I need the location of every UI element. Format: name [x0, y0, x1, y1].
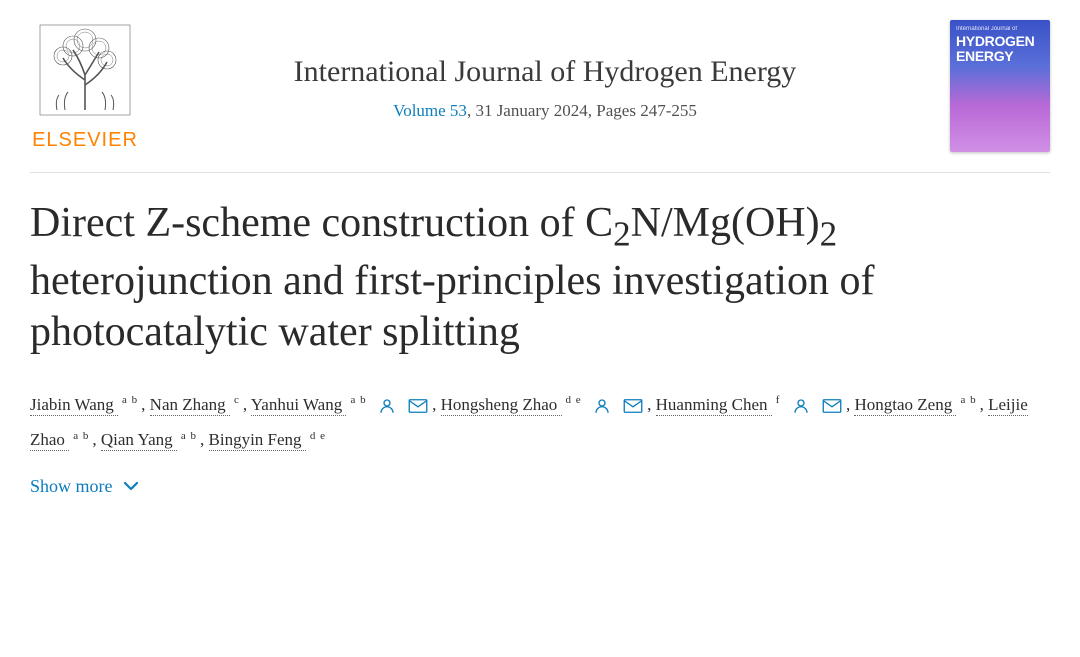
author-name[interactable]: Yanhui Wang	[251, 395, 347, 416]
author-name[interactable]: Hongtao Zeng	[854, 395, 956, 416]
chevron-down-icon	[123, 478, 139, 494]
mail-icon[interactable]	[408, 398, 428, 414]
author-name[interactable]: Huanming Chen	[656, 395, 772, 416]
title-sub-1: 2	[613, 214, 631, 253]
mail-icon[interactable]	[623, 398, 643, 414]
author-separator: ,	[200, 430, 209, 449]
cover-title-1: HYDROGEN	[956, 34, 1044, 49]
title-sub-2: 2	[820, 214, 838, 253]
author-list: Jiabin Wang a b, Nan Zhang c, Yanhui Wan…	[30, 387, 1050, 458]
cover-subtitle: International Journal of	[956, 26, 1044, 32]
title-part-1: Direct Z-scheme construction of C	[30, 200, 613, 246]
author-separator: ,	[92, 430, 101, 449]
author-separator: ,	[980, 395, 989, 414]
author-name[interactable]: Jiabin Wang	[30, 395, 118, 416]
author-affiliation: a b	[73, 430, 89, 442]
cover-title-2: ENERGY	[956, 49, 1044, 64]
title-part-3: heterojunction and first-principles inve…	[30, 258, 874, 355]
journal-cover[interactable]: International Journal of HYDROGEN ENERGY	[950, 20, 1050, 152]
author-separator: ,	[432, 395, 441, 414]
person-icon[interactable]	[378, 397, 396, 415]
person-icon[interactable]	[792, 397, 810, 415]
article-title: Direct Z-scheme construction of C2N/Mg(O…	[30, 198, 1050, 359]
author-name[interactable]: Nan Zhang	[150, 395, 230, 416]
article-header: ELSEVIER International Journal of Hydrog…	[30, 20, 1050, 173]
mail-icon[interactable]	[822, 398, 842, 414]
author-name[interactable]: Bingyin Feng	[209, 430, 306, 451]
author-affiliation: a b	[181, 430, 197, 442]
author-separator: ,	[647, 395, 656, 414]
author-affiliation: a b	[350, 394, 366, 406]
journal-info: International Journal of Hydrogen Energy…	[170, 20, 920, 121]
volume-link[interactable]: Volume 53	[393, 101, 467, 120]
title-part-2: N/Mg(OH)	[631, 200, 820, 246]
author-affiliation: d e	[566, 394, 582, 406]
elsevier-tree-icon	[35, 20, 135, 120]
author-name[interactable]: Qian Yang	[101, 430, 177, 451]
issue-info: Volume 53, 31 January 2024, Pages 247-25…	[170, 101, 920, 121]
person-icon[interactable]	[593, 397, 611, 415]
author-name[interactable]: Hongsheng Zhao	[441, 395, 562, 416]
show-more-button[interactable]: Show more	[30, 476, 139, 497]
author-affiliation: c	[234, 394, 240, 406]
journal-title[interactable]: International Journal of Hydrogen Energy	[170, 55, 920, 89]
publisher-logo[interactable]: ELSEVIER	[30, 20, 140, 152]
cover-image: International Journal of HYDROGEN ENERGY	[950, 20, 1050, 152]
author-separator: ,	[243, 395, 251, 414]
publisher-name: ELSEVIER	[30, 129, 140, 152]
author-affiliation: f	[776, 394, 781, 406]
author-separator: ,	[141, 395, 150, 414]
author-affiliation: d e	[310, 430, 326, 442]
author-affiliation: a b	[122, 394, 138, 406]
author-affiliation: a b	[960, 394, 976, 406]
show-more-label: Show more	[30, 476, 113, 497]
issue-date-pages: , 31 January 2024, Pages 247-255	[467, 101, 697, 120]
